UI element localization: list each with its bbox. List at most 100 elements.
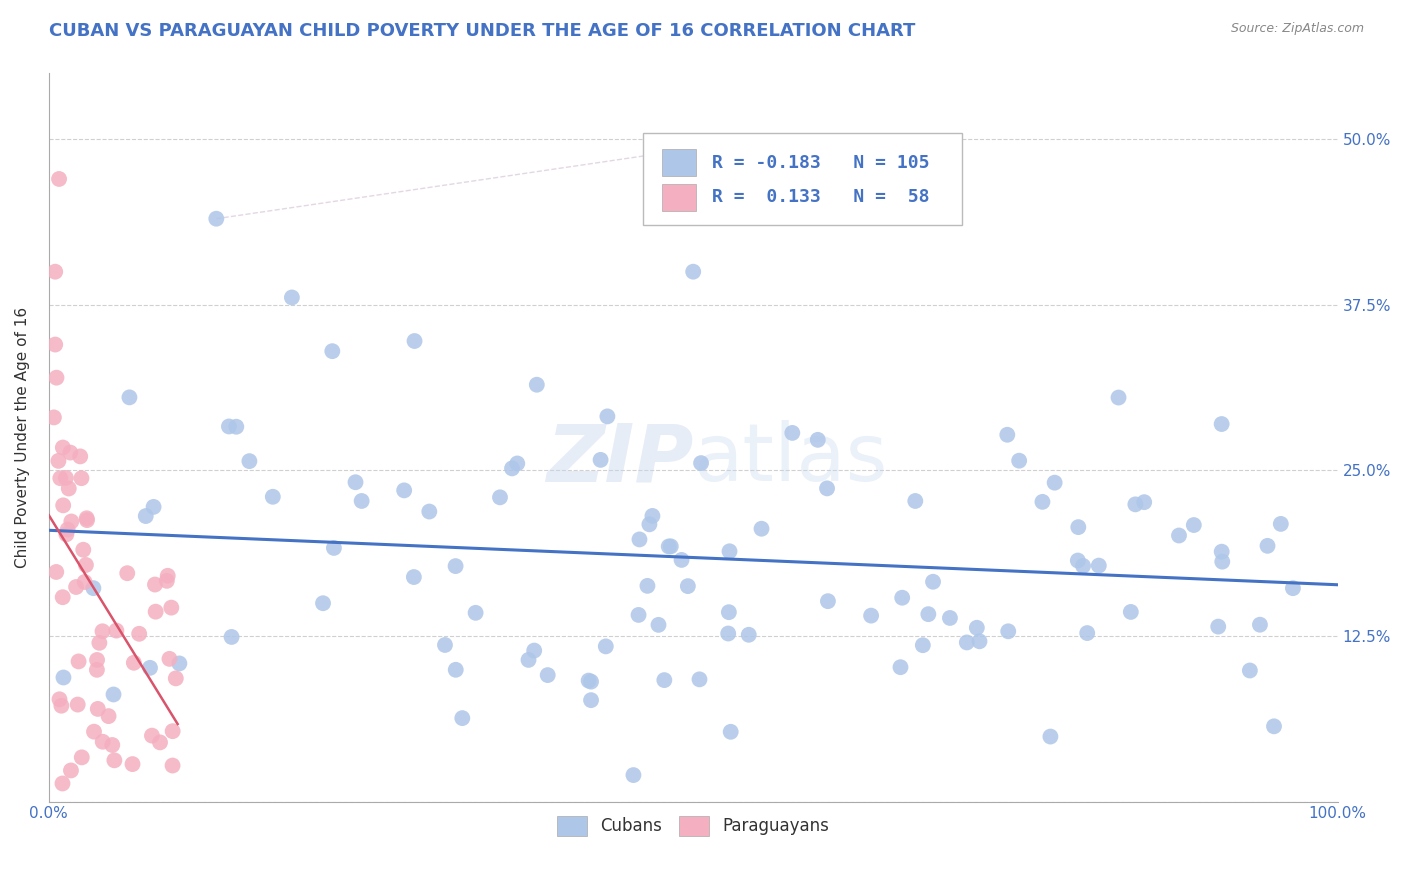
Point: [1133, 495, 1156, 509]
Point: [139, 661, 162, 675]
Point: [1211, 544, 1233, 558]
Point: [70, 471, 93, 485]
Point: [1263, 719, 1285, 733]
Point: [1282, 581, 1305, 595]
Point: [1067, 520, 1090, 534]
Point: [418, 504, 440, 518]
Point: [42, 410, 65, 425]
Point: [156, 574, 179, 588]
Point: [1088, 558, 1111, 573]
Point: [221, 630, 243, 644]
Point: [1182, 518, 1205, 533]
Point: [141, 729, 163, 743]
Point: [641, 508, 664, 523]
Point: [165, 672, 187, 686]
Point: [1125, 497, 1147, 511]
Point: [83, 724, 105, 739]
Point: [579, 674, 602, 689]
Point: [506, 457, 529, 471]
Text: ZIP: ZIP: [546, 420, 693, 498]
Point: [67, 655, 90, 669]
Point: [1108, 391, 1130, 405]
Point: [66, 698, 89, 712]
Point: [689, 673, 711, 687]
Point: [51, 776, 73, 790]
Point: [579, 693, 602, 707]
Point: [281, 290, 304, 304]
Point: [225, 419, 247, 434]
Point: [891, 591, 914, 605]
Point: [143, 577, 166, 591]
Text: Source: ZipAtlas.com: Source: ZipAtlas.com: [1230, 22, 1364, 36]
Point: [122, 656, 145, 670]
Point: [48, 172, 70, 186]
Point: [392, 483, 415, 498]
Point: [718, 544, 741, 558]
Point: [128, 627, 150, 641]
Point: [117, 566, 139, 581]
Point: [402, 570, 425, 584]
Point: [86, 663, 108, 677]
Point: [149, 735, 172, 749]
Y-axis label: Child Poverty Under the Age of 16: Child Poverty Under the Age of 16: [15, 307, 30, 568]
Point: [142, 500, 165, 514]
Point: [911, 638, 934, 652]
Point: [1119, 605, 1142, 619]
Point: [87, 702, 110, 716]
Point: [628, 533, 651, 547]
Point: [344, 475, 367, 490]
Point: [501, 461, 523, 475]
Point: [97, 709, 120, 723]
Point: [817, 594, 839, 608]
Point: [1067, 553, 1090, 567]
Point: [91, 735, 114, 749]
Point: [52, 591, 75, 605]
Point: [205, 211, 228, 226]
Point: [238, 454, 260, 468]
Text: atlas: atlas: [693, 420, 887, 498]
Point: [1257, 539, 1279, 553]
Point: [55, 471, 77, 485]
Point: [52, 671, 75, 685]
Point: [52, 441, 75, 455]
Point: [623, 768, 645, 782]
Point: [69, 450, 91, 464]
Text: CUBAN VS PARAGUAYAN CHILD POVERTY UNDER THE AGE OF 16 CORRELATION CHART: CUBAN VS PARAGUAYAN CHILD POVERTY UNDER …: [49, 22, 915, 40]
Point: [690, 456, 713, 470]
Point: [49, 471, 72, 485]
Point: [647, 618, 669, 632]
Point: [72, 542, 94, 557]
Point: [489, 491, 512, 505]
Point: [717, 605, 740, 619]
Point: [523, 643, 546, 657]
Point: [48, 454, 70, 468]
Point: [671, 553, 693, 567]
Point: [76, 511, 98, 525]
Point: [1206, 619, 1229, 633]
Point: [717, 626, 740, 640]
Point: [658, 540, 681, 554]
Point: [48, 692, 70, 706]
Point: [939, 611, 962, 625]
Point: [65, 580, 87, 594]
Point: [751, 522, 773, 536]
Point: [1071, 558, 1094, 573]
Point: [91, 624, 114, 639]
Point: [682, 265, 704, 279]
Point: [60, 515, 83, 529]
Point: [59, 764, 82, 778]
Point: [312, 596, 335, 610]
Point: [162, 724, 184, 739]
Text: R = -0.183   N = 105: R = -0.183 N = 105: [711, 153, 929, 171]
Point: [595, 640, 617, 654]
Point: [169, 657, 191, 671]
Point: [537, 668, 560, 682]
Point: [922, 574, 945, 589]
Point: [720, 724, 742, 739]
Point: [433, 638, 456, 652]
Point: [638, 517, 661, 532]
Point: [517, 653, 540, 667]
Point: [444, 663, 467, 677]
Point: [1039, 730, 1062, 744]
Legend: Cubans, Paraguayans: Cubans, Paraguayans: [548, 807, 838, 844]
